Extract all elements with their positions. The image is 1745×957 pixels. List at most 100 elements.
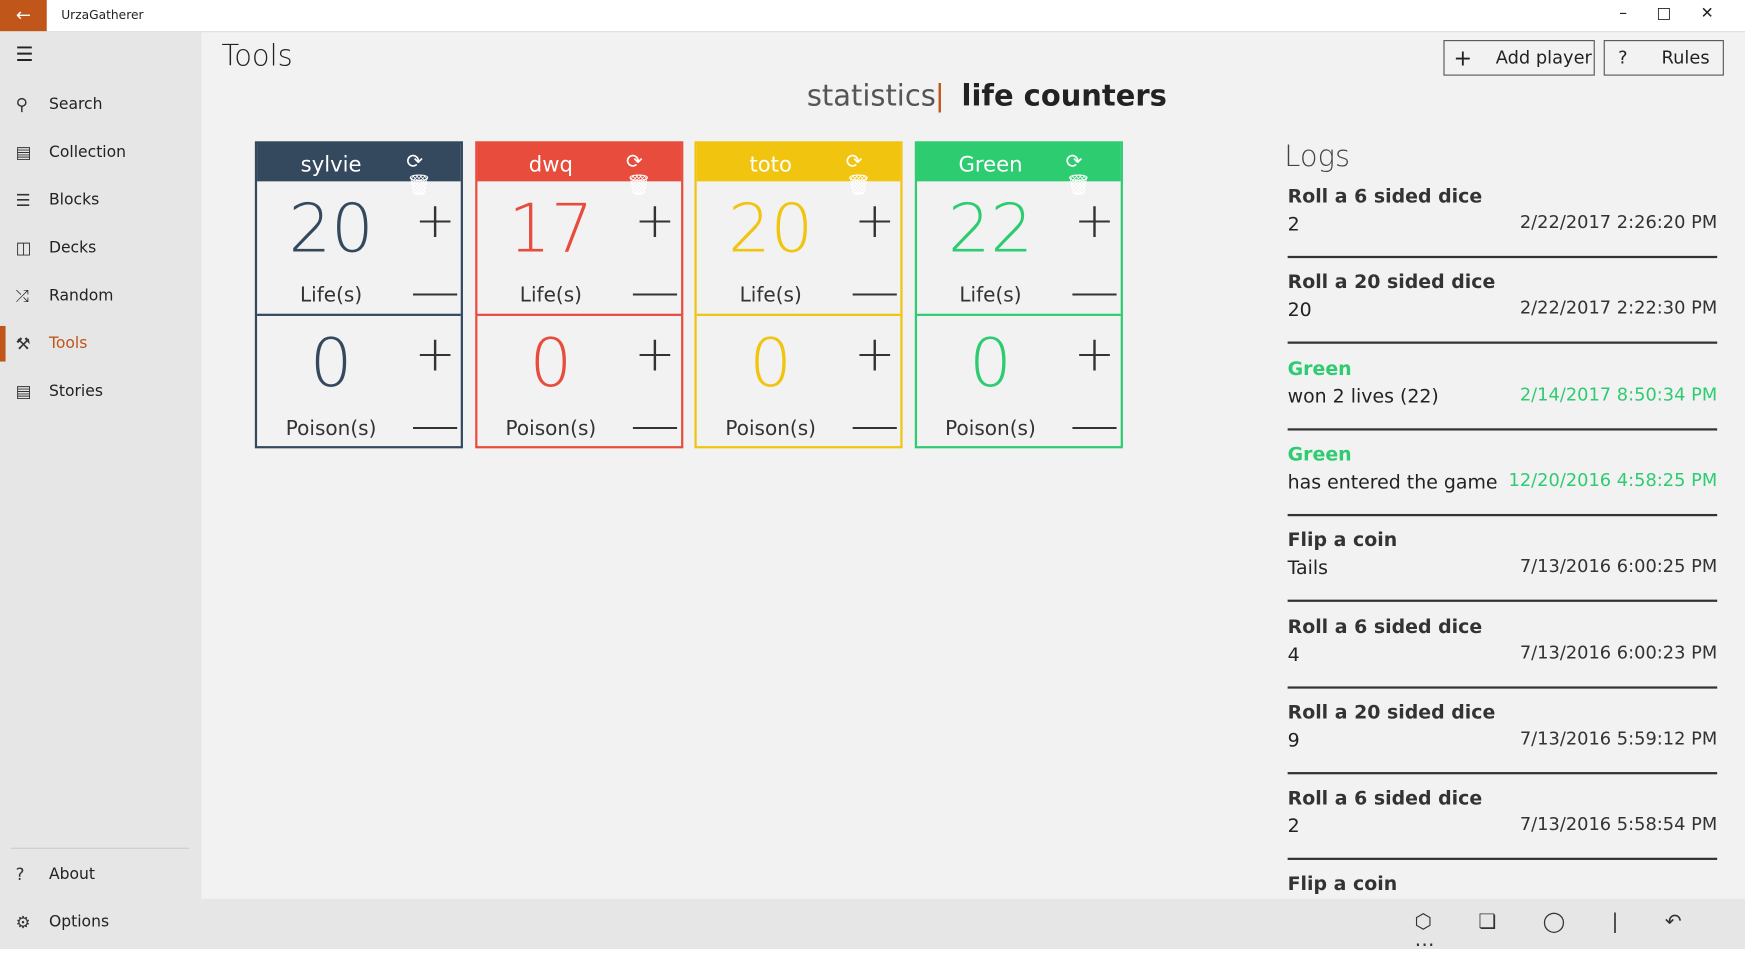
button-label: Add player <box>1495 46 1592 68</box>
log-title: Roll a 6 sided dice <box>1287 787 1483 811</box>
player-card: Green ⟳ 🗑 22 Life(s) + —0 Poison(s) + — <box>914 141 1123 454</box>
nav-item[interactable]: ▤ Collection <box>0 130 201 175</box>
card-actions[interactable]: ⟳ 🗑 <box>845 150 872 197</box>
player-name: toto <box>749 152 792 177</box>
divider <box>696 313 901 316</box>
poison-minus[interactable]: — <box>1070 397 1120 454</box>
log-time: 2/22/2017 2:26:20 PM <box>1519 211 1718 233</box>
life-value: 22 <box>947 190 1033 269</box>
poison-plus[interactable]: + <box>414 325 456 383</box>
nav-label: Search <box>48 95 103 114</box>
poison-value: 0 <box>969 324 1012 403</box>
page-title: Tools <box>221 40 293 74</box>
nav-label: Options <box>48 913 110 932</box>
life-plus[interactable]: + <box>1074 192 1116 250</box>
life-plus[interactable]: + <box>854 192 896 250</box>
nav-item[interactable]: ☰ Blocks <box>0 178 201 222</box>
log-detail: 2 <box>1287 213 1300 236</box>
player-card: dwq ⟳ 🗑 17 Life(s) + —0 Poison(s) + — <box>474 141 683 454</box>
add-player-button[interactable]: + Add player <box>1443 40 1595 76</box>
life-minus[interactable]: — <box>630 263 680 321</box>
nav-label: Random <box>48 287 114 305</box>
log-detail: Tails <box>1287 557 1329 580</box>
poison-label: Poison(s) <box>505 417 597 441</box>
nav-item[interactable]: ⚒ Tools <box>0 322 201 367</box>
poison-plus[interactable]: + <box>854 325 896 383</box>
rules-button[interactable]: ? Rules <box>1603 40 1724 76</box>
life-value: 20 <box>288 190 374 269</box>
nav-item[interactable]: ⚲ Search <box>0 82 201 127</box>
life-value: 17 <box>508 190 594 269</box>
sidebar: ☰ ⚲ Search ▤ Collection ☰ Blocks ◫ Decks ⤮ Random… <box>0 32 202 949</box>
life-minus[interactable]: — <box>850 263 900 321</box>
log-entry: Roll a 20 sided dice 20 2/22/2017 2:22:30 … <box>1287 272 1718 345</box>
log-title: Roll a 6 sided dice <box>1287 615 1483 639</box>
life-label: Life(s) <box>299 283 363 308</box>
poison-value: 0 <box>529 324 573 403</box>
life-minus[interactable]: — <box>410 263 460 321</box>
nav-label: Decks <box>48 239 97 257</box>
poison-minus[interactable]: — <box>850 397 900 454</box>
log-title: Roll a 20 sided dice <box>1287 271 1496 295</box>
nav-item[interactable]: ⚙ Options <box>0 900 201 945</box>
nav-label: Tools <box>48 334 88 353</box>
log-title: Flip a coin <box>1287 873 1398 896</box>
tab[interactable]: life counters <box>961 80 1167 114</box>
log-time: 7/13/2016 5:59:12 PM <box>1519 727 1718 749</box>
poison-plus[interactable]: + <box>1074 325 1116 383</box>
player-name: sylvie <box>300 152 362 177</box>
command-bar: ⬡ ❏ ◯ | ↶ ⋯ <box>201 898 1745 957</box>
log-entry: Roll a 6 sided dice 2 2/22/2017 2:26:20 PM <box>1287 186 1718 259</box>
nav-label: Collection <box>48 143 127 162</box>
life-label: Life(s) <box>959 283 1022 308</box>
hamburger[interactable]: ☰ <box>15 43 34 67</box>
log-detail: 2 <box>1287 815 1300 838</box>
log-title: Roll a 6 sided dice <box>1287 185 1483 209</box>
poison-plus[interactable]: + <box>634 325 676 383</box>
log-detail: 9 <box>1287 729 1300 752</box>
log-time: 2/14/2017 8:50:34 PM <box>1519 383 1718 405</box>
card-header: dwq ⟳ 🗑 <box>476 143 681 197</box>
poison-value: 0 <box>749 324 792 403</box>
log-title: Green <box>1287 443 1352 467</box>
card-header: toto ⟳ 🗑 <box>696 143 901 197</box>
back-button[interactable]: ← <box>0 0 47 32</box>
card-actions[interactable]: ⟳ 🗑 <box>1065 150 1092 197</box>
card-actions[interactable]: ⟳ 🗑 <box>406 150 432 197</box>
log-time: 7/13/2016 6:00:23 PM <box>1519 641 1718 663</box>
player-name: Green <box>958 152 1023 177</box>
log-entry: Flip a coin <box>1288 874 1718 899</box>
poison-label: Poison(s) <box>945 417 1036 441</box>
log-time: 12/20/2016 4:58:25 PM <box>1508 469 1718 491</box>
log-entry: Flip a coin Tails 7/13/2016 6:00:25 PM <box>1287 530 1718 603</box>
command-icons[interactable]: ⬡ ❏ ◯ | ↶ ⋯ <box>1414 910 1682 957</box>
life-minus[interactable]: — <box>1070 263 1120 321</box>
divider <box>916 313 1121 316</box>
nav-item[interactable]: ▤ Stories <box>0 369 201 414</box>
tab[interactable]: statistics <box>806 80 936 114</box>
logs-list: Roll a 6 sided dice 2 2/22/2017 2:26:20 PM… <box>1287 186 1718 899</box>
poison-minus[interactable]: — <box>630 397 680 454</box>
nav-item[interactable]: ⤮ Random <box>0 274 201 319</box>
window-controls[interactable]: – □ ✕ <box>1619 4 1714 23</box>
separator <box>11 847 190 849</box>
log-entry: Roll a 6 sided dice 4 7/13/2016 6:00:23 PM <box>1287 616 1718 689</box>
player-name: dwq <box>528 152 573 177</box>
log-title: Flip a coin <box>1287 529 1398 553</box>
app-title: UrzaGatherer <box>61 7 144 23</box>
life-value: 20 <box>728 190 814 269</box>
card-actions[interactable]: ⟳ 🗑 <box>626 150 652 197</box>
poison-label: Poison(s) <box>285 417 377 441</box>
divider <box>476 313 681 316</box>
log-entry: Roll a 20 sided dice 9 7/13/2016 5:59:12 P… <box>1287 702 1718 775</box>
log-time: 2/22/2017 2:22:30 PM <box>1519 297 1718 319</box>
log-entry: Green has entered the game 12/20/2016 4:58… <box>1287 444 1718 517</box>
nav-label: Stories <box>48 382 103 401</box>
poison-minus[interactable]: — <box>410 397 460 454</box>
life-plus[interactable]: + <box>634 192 676 250</box>
life-plus[interactable]: + <box>414 192 456 250</box>
nav-item[interactable]: ? About <box>0 852 201 897</box>
nav-item[interactable]: ◫ Decks <box>0 226 201 271</box>
